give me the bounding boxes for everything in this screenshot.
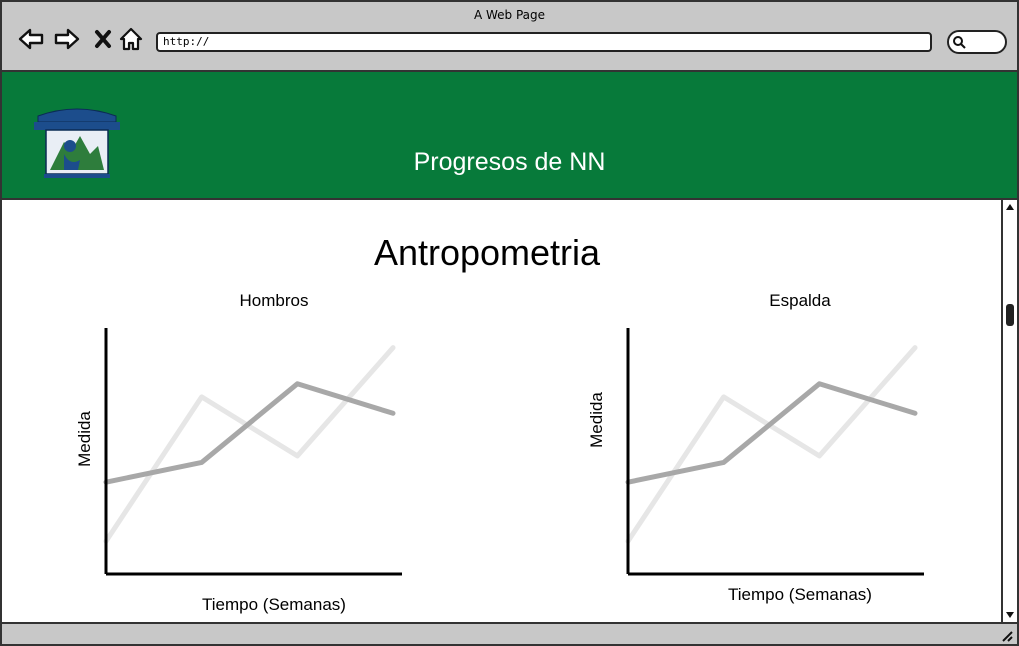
scroll-up-arrow-icon[interactable] <box>1005 202 1015 212</box>
scroll-thumb[interactable] <box>1006 304 1014 326</box>
page-header-title: Progresos de NN <box>413 148 606 176</box>
back-arrow-icon[interactable] <box>16 24 46 54</box>
window-title: A Web Page <box>473 8 546 22</box>
gym-logo <box>28 102 126 182</box>
chart-xlabel: Tiempo (Semanas) <box>202 595 346 614</box>
chart-hombros: Hombros Medida Tiempo (Semanas) <box>62 291 422 622</box>
home-icon[interactable] <box>116 24 146 54</box>
search-input[interactable] <box>947 30 1007 54</box>
url-input[interactable]: http:// <box>156 32 932 52</box>
close-icon[interactable] <box>88 24 118 54</box>
chart-espalda: Espalda Medida Tiempo (Semanas) <box>584 291 944 622</box>
chart-hombros-svg: Hombros Medida Tiempo (Semanas) <box>75 291 402 614</box>
series-line-2 <box>625 381 918 485</box>
chart-ylabel: Medida <box>587 392 606 448</box>
resize-grip-icon[interactable] <box>999 628 1013 642</box>
series-line-2 <box>103 381 396 485</box>
chart-ylabel: Medida <box>75 411 94 467</box>
scroll-down-arrow-icon[interactable] <box>1005 610 1015 620</box>
search-icon <box>953 36 966 49</box>
series-line-1 <box>625 345 918 544</box>
section-title: Antropometria <box>373 232 601 273</box>
chart-espalda-svg: Espalda Medida Tiempo (Semanas) <box>587 291 924 604</box>
page-header: Progresos de NN <box>2 72 1017 200</box>
chart-xlabel: Tiempo (Semanas) <box>728 585 872 604</box>
status-bar <box>2 622 1017 644</box>
page-viewport: Progresos de NN Antropometria Hombros Me… <box>2 70 1017 622</box>
chart-title: Espalda <box>769 291 831 310</box>
forward-arrow-icon[interactable] <box>52 24 82 54</box>
vertical-scrollbar[interactable] <box>1001 200 1017 622</box>
browser-toolbar: http:// <box>2 20 1017 68</box>
chart-title: Hombros <box>240 291 309 310</box>
series-line-1 <box>103 345 396 544</box>
